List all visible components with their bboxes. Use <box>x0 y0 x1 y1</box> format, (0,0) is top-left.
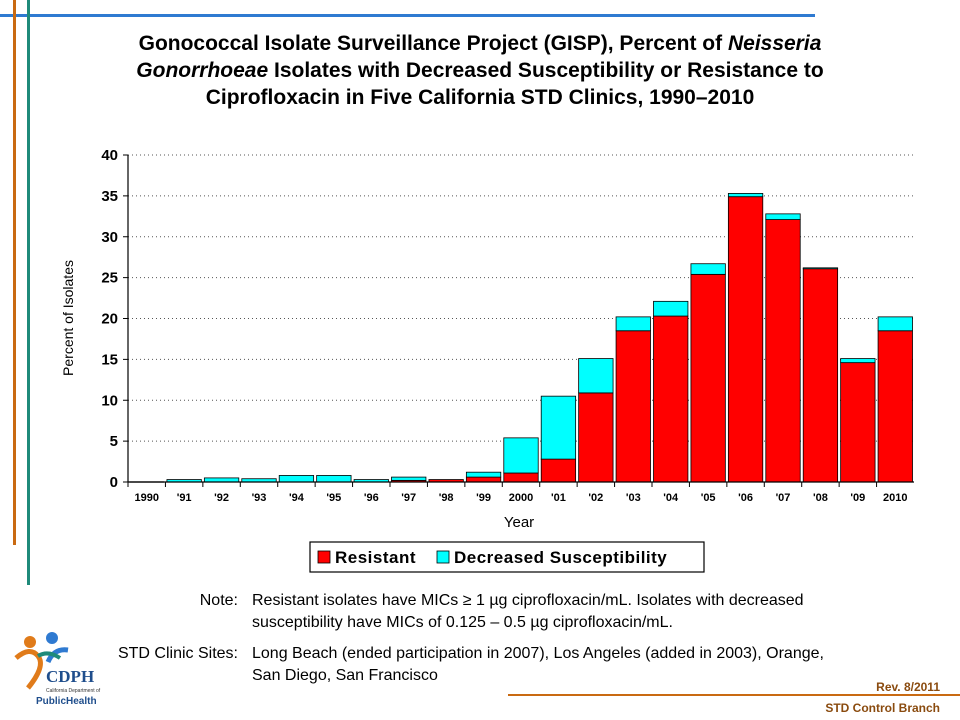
x-tick-label: '92 <box>214 492 229 504</box>
bar-decreased-susceptibility <box>465 471 502 478</box>
sites-line-1: Long Beach (ended participation in 2007)… <box>252 645 824 662</box>
y-tick-label: 0 <box>110 474 118 491</box>
bar-decreased-susceptibility <box>203 477 240 483</box>
bar-decreased-susceptibility <box>653 300 689 317</box>
x-tick-label: '02 <box>588 492 603 504</box>
top-blue-line <box>0 14 815 17</box>
y-tick-label: 10 <box>101 392 118 409</box>
bar-decreased-susceptibility <box>727 193 764 198</box>
bar-decreased-susceptibility <box>391 476 427 481</box>
svg-text:CDPH: CDPH <box>46 667 94 686</box>
bar-resistant <box>578 392 614 483</box>
chart-title: Gonococcal Isolate Surveillance Project … <box>136 32 824 109</box>
branch-name: STD Control Branch <box>825 701 940 715</box>
bar-decreased-susceptibility <box>503 437 539 474</box>
bar-decreased-susceptibility <box>840 358 876 364</box>
x-tick-labels: 1990 '91 '92 '93 '94 '95 '96 '97 '98 '99 2000 '01 '0… <box>127 482 908 504</box>
left-orange-line <box>13 0 16 545</box>
sites-label: STD Clinic Sites: <box>117 645 238 662</box>
y-tick-label: 20 <box>101 311 118 328</box>
notes-block: Note: Resistant isolates have MICs ≥ 1 µ… <box>0 590 960 690</box>
x-tick-label: '05 <box>701 492 716 504</box>
bar-resistant <box>877 330 913 483</box>
svg-text:California Department of: California Department of <box>46 688 101 694</box>
x-tick-label: '01 <box>551 492 566 504</box>
x-tick-label: '95 <box>326 492 341 504</box>
bar-chart: 0 5 10 15 20 25 30 35 40 1990 '91 '92 '93 '94 '95 '96 '… <box>60 147 914 573</box>
bar-resistant <box>840 362 876 483</box>
bar-decreased-susceptibility <box>690 263 726 275</box>
svg-text:PublicHealth: PublicHealth <box>36 696 97 707</box>
y-tick-label: 35 <box>101 188 118 205</box>
note-line-1: Resistant isolates have MICs ≥ 1 µg cipr… <box>252 592 804 609</box>
bar-resistant <box>540 458 577 483</box>
x-axis-label: Year <box>504 514 534 531</box>
bar-resistant <box>765 219 801 483</box>
bar-decreased-susceptibility <box>802 267 839 270</box>
y-tick-label: 30 <box>101 229 118 246</box>
legend-box <box>309 541 705 573</box>
bar-decreased-susceptibility <box>316 475 352 483</box>
bar-decreased-susceptibility <box>578 358 614 394</box>
x-tick-label: 2000 <box>509 492 533 504</box>
y-axis-label: Percent of Isolates <box>60 260 76 376</box>
bar-resistant <box>465 476 502 483</box>
y-tick-label: 40 <box>101 147 118 164</box>
x-tick-label: '96 <box>364 492 379 504</box>
bar-decreased-susceptibility <box>615 316 651 332</box>
bar-resistant <box>503 472 539 483</box>
legend-label: Decreased Susceptibility <box>454 548 667 567</box>
note-label: Note: <box>199 592 238 609</box>
x-tick-label: '03 <box>626 492 641 504</box>
x-tick-label: '09 <box>850 492 865 504</box>
bar-resistant <box>653 315 689 483</box>
legend-label: Resistant <box>335 548 416 567</box>
x-tick-label: '07 <box>776 492 791 504</box>
y-tick-label: 15 <box>101 351 118 368</box>
x-tick-label: '93 <box>252 492 267 504</box>
x-tick-label: 1990 <box>134 492 158 504</box>
revision-date: Rev. 8/2011 <box>876 680 940 694</box>
legend-swatch <box>436 550 450 564</box>
bar-resistant <box>802 268 839 483</box>
x-tick-label: 2010 <box>883 492 907 504</box>
bar-decreased-susceptibility <box>278 475 315 483</box>
x-tick-label: '04 <box>663 492 679 504</box>
bar-decreased-susceptibility <box>877 316 913 332</box>
x-tick-label: '91 <box>177 492 192 504</box>
legend: Resistant Decreased Susceptibility <box>309 541 705 573</box>
x-tick-label: '98 <box>439 492 454 504</box>
bottom-orange-line <box>508 694 960 696</box>
x-tick-label: '97 <box>401 492 416 504</box>
axes <box>127 155 914 483</box>
y-tick-label: 25 <box>101 270 118 287</box>
bar-decreased-susceptibility <box>540 395 577 460</box>
sites-line-2: San Diego, San Francisco <box>252 667 438 684</box>
x-tick-label: '99 <box>476 492 491 504</box>
bar-decreased-susceptibility <box>765 213 801 220</box>
x-tick-label: '06 <box>738 492 753 504</box>
left-teal-line <box>27 0 30 585</box>
bar-resistant <box>690 273 726 483</box>
note-line-2: susceptibility have MICs of 0.125 – 0.5 … <box>252 614 673 631</box>
bar-resistant <box>615 330 651 483</box>
cdph-logo: CDPH California Department of PublicHeal… <box>14 632 101 707</box>
y-tick-label: 5 <box>110 433 118 450</box>
x-tick-label: '94 <box>289 492 305 504</box>
legend-swatch <box>317 550 331 564</box>
x-tick-label: '08 <box>813 492 828 504</box>
bar-resistant <box>727 196 764 483</box>
bars <box>129 193 913 483</box>
y-tick-labels: 0 5 10 15 20 25 30 35 40 <box>101 147 118 491</box>
